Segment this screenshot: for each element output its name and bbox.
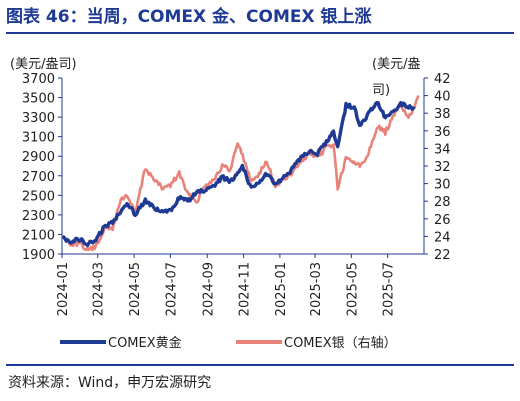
x-tick-label: 2024-05 — [128, 262, 143, 316]
right-tick-label: 28 — [434, 195, 451, 210]
right-tick-label: 22 — [434, 248, 451, 263]
source-note: 资料来源：Wind，申万宏源研究 — [8, 375, 212, 391]
x-tick-label: 2025-01 — [274, 262, 289, 316]
x-tick-label: 2025-07 — [382, 262, 397, 316]
right-tick-label: 30 — [434, 178, 451, 193]
right-tick-label: 32 — [434, 160, 451, 175]
x-tick-label: 2024-03 — [92, 262, 107, 316]
series-line-gold — [61, 100, 416, 248]
left-tick-label: 2100 — [22, 228, 55, 243]
x-tick-label: 2024-11 — [238, 262, 253, 316]
legend: COMEX黄金 COMEX银（右轴） — [60, 335, 397, 351]
source-rule — [6, 364, 514, 366]
chart-title: 图表 46：当周，COMEX 金、COMEX 银上涨 — [6, 7, 372, 27]
left-axis-unit: (美元/盎司) — [10, 57, 77, 72]
right-tick-label: 42 — [434, 72, 451, 87]
left-tick-label: 1900 — [22, 248, 55, 263]
legend-label-gold: COMEX黄金 — [108, 335, 182, 351]
x-tick-label: 2025-05 — [345, 262, 360, 316]
left-tick-label: 3700 — [22, 72, 55, 87]
legend-label-silver: COMEX银（右轴） — [284, 336, 397, 351]
x-tick-label: 2025-03 — [309, 262, 324, 316]
right-axis-unit-line2: 司) — [372, 83, 390, 98]
series-lines — [61, 95, 420, 252]
chart-svg: (美元/盎司) (美元/盎 司) 3700 3500 3300 3100 2900 270… — [10, 57, 451, 351]
title-rule — [6, 32, 514, 34]
left-tick-label: 2300 — [22, 209, 55, 224]
x-tick-label: 2024-07 — [164, 262, 179, 316]
right-tick-label: 36 — [434, 125, 451, 140]
left-tick-label: 3300 — [22, 111, 55, 126]
right-axis-unit-line1: (美元/盎 — [372, 57, 420, 72]
left-tick-label: 2700 — [22, 170, 55, 185]
right-tick-label: 34 — [434, 142, 451, 157]
left-tick-label: 3500 — [22, 92, 55, 107]
x-tick-label: 2024-09 — [201, 262, 216, 316]
left-tick-label: 2900 — [22, 150, 55, 165]
right-tick-label: 24 — [434, 230, 451, 245]
x-tick-label: 2024-01 — [56, 262, 71, 316]
series-line-silver — [62, 95, 420, 252]
left-tick-label: 3100 — [22, 131, 55, 146]
left-tick-label: 2500 — [22, 189, 55, 204]
right-tick-label: 38 — [434, 107, 451, 122]
right-tick-label: 40 — [434, 90, 451, 105]
axes-group: 3700 3500 3300 3100 2900 2700 2500 2300 2100 1900… — [22, 72, 451, 316]
right-tick-label: 26 — [434, 213, 451, 228]
